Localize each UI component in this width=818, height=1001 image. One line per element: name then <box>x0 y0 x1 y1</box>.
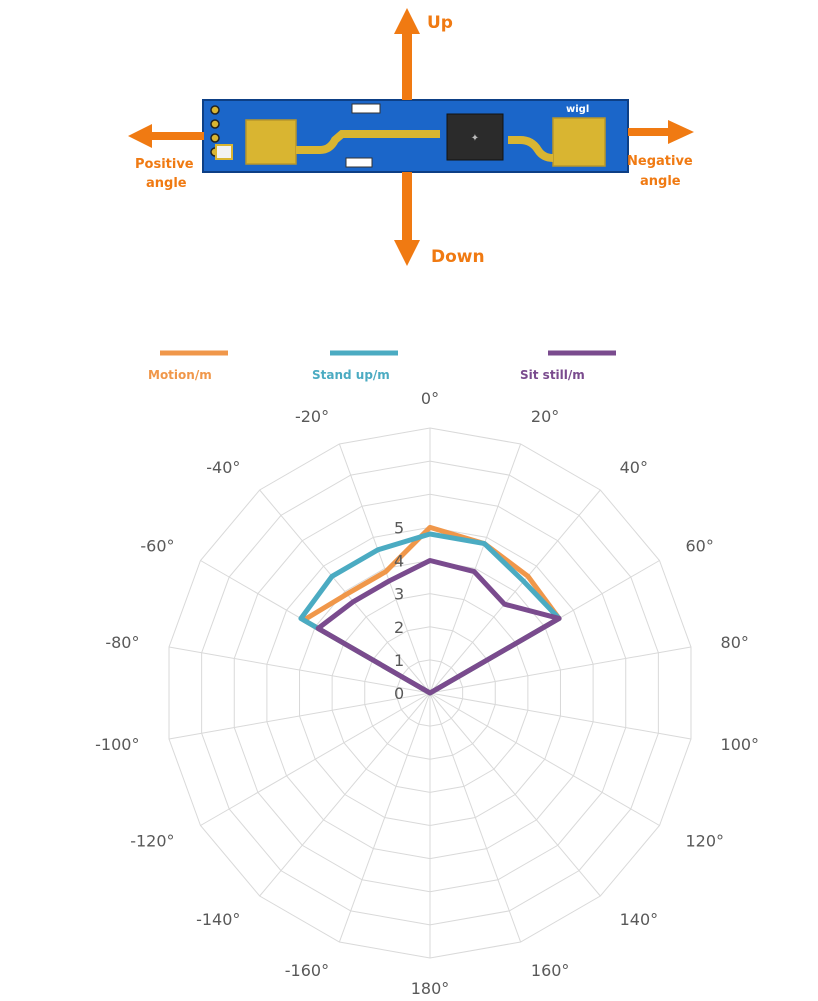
grid-spoke <box>259 489 431 694</box>
radar-ticks: 0 1 2 3 4 5 <box>394 518 404 703</box>
angle-label: -40° <box>206 458 240 477</box>
radial-tick-label: 3 <box>394 585 404 604</box>
grid-spoke <box>429 692 692 740</box>
arrow-left <box>128 124 204 148</box>
down-label: Down <box>431 247 485 267</box>
radial-tick-label: 5 <box>394 518 404 537</box>
angle-label: -100° <box>95 735 139 754</box>
grid-spoke <box>429 646 692 694</box>
angle-label: 180° <box>411 979 450 998</box>
grid-spoke <box>429 443 522 694</box>
grid-spoke <box>429 692 601 897</box>
legend-label: Sit still/m <box>520 368 585 382</box>
grid-spoke <box>338 443 431 694</box>
angle-label: 40° <box>620 458 648 477</box>
component-top <box>351 103 381 114</box>
radar-spokes <box>168 428 692 958</box>
negative-label-line1: Negative <box>627 154 693 169</box>
grid-spoke <box>338 692 431 943</box>
angle-label: 0° <box>421 389 439 408</box>
grid-spoke <box>168 692 431 740</box>
radial-tick-label: 0 <box>394 684 404 703</box>
module-diagram: ✦ wigl Up Down Positive angle Negative a… <box>128 8 694 267</box>
legend-label: Motion/m <box>148 368 212 382</box>
small-component <box>215 144 233 160</box>
component-bottom <box>345 157 373 168</box>
antenna-pad-right <box>552 117 606 167</box>
grid-spoke <box>429 692 522 943</box>
angle-label: 80° <box>721 633 749 652</box>
angle-label: 120° <box>685 832 724 851</box>
angle-label: 60° <box>685 537 713 556</box>
grid-spoke <box>259 692 431 897</box>
radial-tick-label: 1 <box>394 651 404 670</box>
legend-label: Stand up/m <box>312 368 390 382</box>
angle-label: -140° <box>196 910 240 929</box>
trace-right <box>508 136 554 162</box>
angle-label: 20° <box>531 407 559 426</box>
angle-label: 160° <box>531 961 570 980</box>
up-label: Up <box>427 13 453 33</box>
angle-label: 140° <box>620 910 659 929</box>
grid-spoke <box>200 692 431 826</box>
radar-angle-labels: 0° 20° 40° 60° 80° 100° 120° 140° 160° 180° -160° -… <box>95 389 759 998</box>
series-line-3 <box>315 558 562 696</box>
trace-left <box>296 130 440 154</box>
angle-label: -160° <box>285 961 329 980</box>
grid-spoke <box>429 489 601 694</box>
grid-spoke <box>168 646 431 694</box>
radial-tick-label: 2 <box>394 618 404 637</box>
angle-label: -80° <box>105 633 139 652</box>
positive-label-line1: Positive <box>135 157 194 172</box>
arrow-down <box>394 172 420 266</box>
radar-chart: 0 1 2 3 4 5 0° 20° 40° 60° 80° 100° 120° 140° 160° 180… <box>95 389 759 998</box>
arrow-up <box>394 8 420 100</box>
legend: Motion/m Stand up/m Sit still/m <box>148 350 616 382</box>
chip-mark: ✦ <box>471 133 479 144</box>
arrow-right <box>628 120 694 144</box>
radial-tick-label: 4 <box>394 552 404 571</box>
chip-icon <box>446 113 504 161</box>
antenna-pad-left <box>245 119 297 165</box>
positive-label-line2: angle <box>146 176 187 191</box>
negative-label-line2: angle <box>640 174 681 189</box>
grid-spoke <box>429 692 660 826</box>
angle-label: -20° <box>295 407 329 426</box>
angle-label: 100° <box>721 735 760 754</box>
angle-label: -60° <box>140 537 174 556</box>
angle-label: -120° <box>130 832 174 851</box>
radar-series <box>298 524 562 696</box>
board-logo: wigl <box>566 104 589 115</box>
